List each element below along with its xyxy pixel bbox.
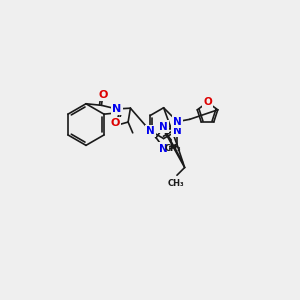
Text: N: N [172,126,181,136]
Text: O: O [203,98,212,107]
Text: N: N [159,122,168,132]
Text: N: N [172,125,181,135]
Text: N: N [159,144,168,154]
Text: N: N [173,117,182,127]
Text: N: N [112,104,121,114]
Text: O: O [110,118,119,128]
Text: CH₃: CH₃ [168,179,184,188]
Text: O: O [98,89,108,100]
Text: CH₃: CH₃ [164,144,181,153]
Text: N: N [146,126,155,136]
